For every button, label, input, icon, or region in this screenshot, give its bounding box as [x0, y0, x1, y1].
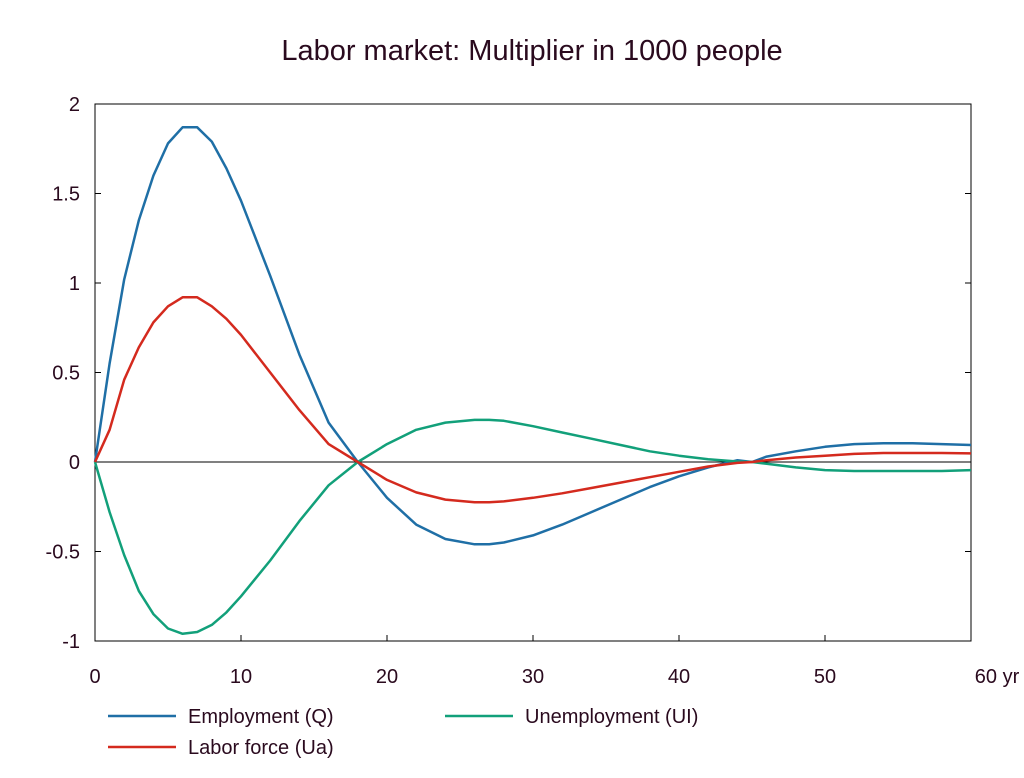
x-tick-label: 30: [522, 666, 544, 688]
axes: 2 1.5 1 0.5 0 -0.5 -1 0 10 20 30 40 50 60 yr: [46, 94, 1020, 688]
plot-frame: [94, 103, 972, 642]
x-tick-label: 60 yr: [975, 666, 1020, 688]
x-tick-label: 50: [814, 666, 836, 688]
chart-title: Labor market: Multiplier in 1000 people: [281, 35, 782, 67]
series-lines: [93, 126, 972, 636]
y-tick-label: 1.5: [52, 184, 80, 206]
series-line: [93, 296, 972, 504]
y-tick-label: -1: [62, 631, 80, 653]
series-line: [93, 418, 972, 636]
y-tick-label: 1: [69, 273, 80, 295]
legend: Employment (Q) Labor force (Ua) Unemployme…: [108, 706, 698, 759]
y-tick-label: 0: [69, 452, 80, 474]
legend-label: Labor force (Ua): [188, 737, 334, 759]
legend-label: Employment (Q): [188, 706, 334, 728]
y-tick-label: 2: [69, 94, 80, 116]
series-line: [93, 126, 972, 546]
x-tick-label: 0: [89, 666, 100, 688]
x-tick-label: 40: [668, 666, 690, 688]
legend-label: Unemployment (UI): [525, 706, 698, 728]
x-tick-label: 10: [230, 666, 252, 688]
x-tick-label: 20: [376, 666, 398, 688]
y-tick-label: -0.5: [46, 542, 80, 564]
y-tick-label: 0.5: [52, 363, 80, 385]
